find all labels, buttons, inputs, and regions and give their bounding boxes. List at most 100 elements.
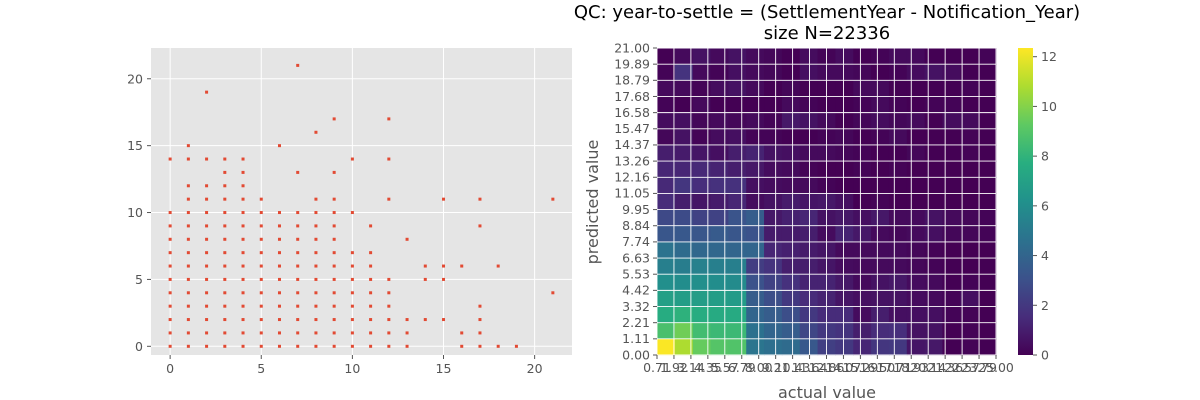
scatter-point: [277, 144, 281, 148]
heatmap-cell: [871, 322, 890, 340]
heatmap-cell: [746, 225, 765, 243]
scatter-point: [186, 184, 190, 188]
heatmap-cell: [888, 96, 908, 114]
scatter-point: [241, 264, 245, 268]
heatmap-cell: [853, 64, 872, 81]
heatmap-cell: [781, 258, 801, 275]
heatmap-cell: [781, 193, 801, 211]
scatter-point: [241, 157, 245, 161]
scatter-point: [332, 344, 336, 348]
heatmap-cell: [906, 338, 926, 356]
scatter-point: [277, 237, 281, 241]
heatmap-cell: [728, 128, 747, 146]
heatmap-cell: [674, 112, 694, 130]
scatter-point: [296, 63, 300, 67]
heatmap-cell: [906, 161, 926, 178]
heatmap-cell: [799, 193, 819, 211]
heatmap-cell: [960, 112, 979, 130]
heatmap-cell: [871, 258, 890, 275]
heatmap-cell: [710, 290, 729, 308]
heatmap-cell: [906, 80, 926, 98]
heatmap-cell: [960, 322, 979, 340]
heatmap-cell: [888, 290, 908, 308]
heatmap-cell: [764, 128, 783, 146]
heatmap-cell: [674, 144, 694, 162]
heatmap-cell: [657, 177, 676, 195]
scatter-point: [241, 331, 245, 335]
heatmap-x-tick-label: 10.43: [775, 360, 811, 375]
heatmap-cell: [799, 161, 819, 178]
scatter-point: [168, 304, 172, 308]
heatmap-cell: [764, 274, 783, 291]
scatter-point: [259, 291, 263, 295]
scatter-x-tick-label: 10: [344, 361, 360, 376]
heatmap-cell: [692, 80, 712, 98]
heatmap-cell: [942, 64, 961, 81]
heatmap-cell: [728, 322, 747, 340]
scatter-point: [223, 184, 227, 188]
heatmap-cell: [960, 209, 979, 227]
scatter-point: [314, 331, 318, 335]
heatmap-cell: [853, 177, 872, 195]
heatmap-cell: [764, 322, 783, 340]
scatter-point: [186, 211, 190, 215]
heatmap-cell: [710, 193, 729, 211]
heatmap-cell: [942, 128, 961, 146]
heatmap-cell: [781, 241, 801, 259]
heatmap-cell: [674, 306, 694, 324]
heatmap-cell: [888, 209, 908, 227]
scatter-point: [296, 170, 300, 174]
scatter-point: [369, 318, 373, 322]
scatter-point: [314, 211, 318, 215]
heatmap-cell: [871, 161, 890, 178]
scatter-point: [241, 304, 245, 308]
heatmap-cell: [764, 64, 783, 81]
scatter-point: [205, 157, 209, 161]
heatmap-cell: [657, 144, 676, 162]
heatmap-cell: [799, 64, 819, 81]
heatmap-cell: [674, 225, 694, 243]
scatter-point: [314, 291, 318, 295]
scatter-point: [205, 344, 209, 348]
heatmap-cell: [960, 64, 979, 81]
heatmap-cell: [764, 306, 783, 324]
heatmap-cell: [781, 322, 801, 340]
colorbar-tick-label: 12: [1041, 49, 1057, 64]
scatter-point: [241, 211, 245, 215]
heatmap-cell: [728, 161, 747, 178]
heatmap-cell: [764, 290, 783, 308]
heatmap-x-tick-label: 23.79: [961, 360, 997, 375]
scatter-point: [369, 264, 373, 268]
heatmap-cell: [746, 96, 765, 114]
heatmap-cell: [835, 128, 854, 146]
scatter-points: [168, 63, 555, 348]
scatter-point: [296, 291, 300, 295]
scatter-point: [314, 304, 318, 308]
heatmap-cell: [710, 177, 729, 195]
scatter-point: [296, 277, 300, 281]
scatter-point: [205, 291, 209, 295]
scatter-point: [259, 264, 263, 268]
scatter-point: [241, 237, 245, 241]
scatter-point: [350, 331, 354, 335]
heatmap-cell: [657, 80, 676, 98]
figure-title-line2: size N=22336: [764, 23, 890, 44]
heatmap-cell: [835, 96, 854, 114]
scatter-point: [387, 277, 391, 281]
heatmap-cell: [764, 80, 783, 98]
scatter-point: [423, 318, 427, 322]
heatmap-cell: [853, 322, 872, 340]
scatter-point: [314, 318, 318, 322]
heatmap-cell: [781, 209, 801, 227]
heatmap-cell: [657, 225, 676, 243]
scatter-point: [369, 344, 373, 348]
scatter-point: [277, 304, 281, 308]
heatmap-cell: [781, 144, 801, 162]
heatmap-cell: [888, 322, 908, 340]
scatter-point: [332, 304, 336, 308]
scatter-point: [405, 237, 409, 241]
scatter-point: [277, 277, 281, 281]
heatmap-cell: [853, 290, 872, 308]
scatter-point: [277, 291, 281, 295]
heatmap-cell: [960, 225, 979, 243]
